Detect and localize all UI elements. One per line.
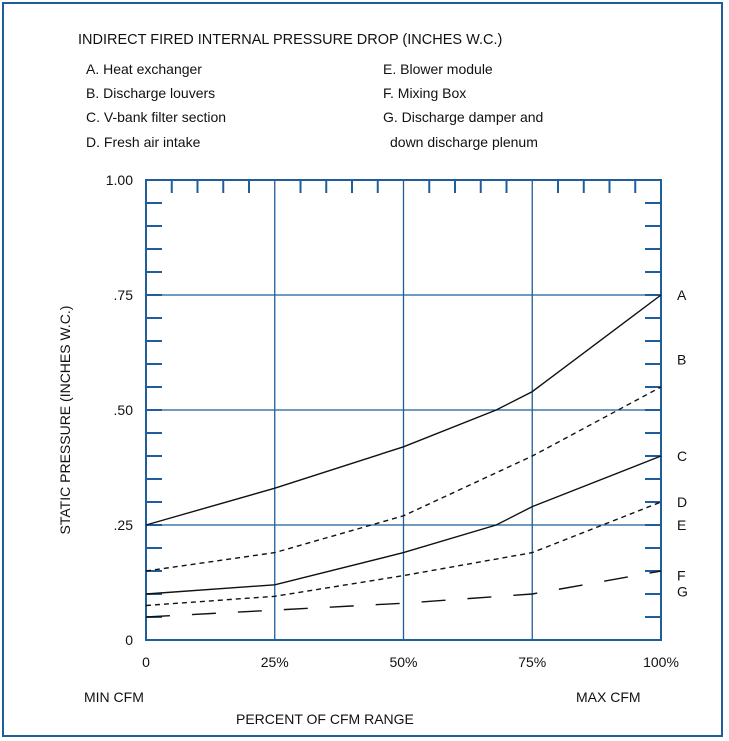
curve-label-c: C	[677, 448, 687, 464]
curve-label-b: B	[677, 351, 686, 367]
curve-g	[145, 570, 662, 618]
legend-item-g: G. Discharge damper and	[383, 109, 544, 125]
curve-label-e: E	[677, 517, 686, 533]
x-tick-label: 50%	[389, 654, 417, 670]
y-tick-label: .75	[114, 287, 134, 303]
legend-item-a: A. Heat exchanger	[86, 61, 202, 77]
curve-b	[145, 386, 662, 572]
legend-item-g-cont: down discharge plenum	[390, 134, 538, 150]
x-tick-label: 25%	[261, 654, 289, 670]
legend-item-e: E. Blower module	[383, 61, 493, 77]
x-tick-label: 75%	[518, 654, 546, 670]
legend-item-f: F. Mixing Box	[383, 85, 467, 101]
chart-title: INDIRECT FIRED INTERNAL PRESSURE DROP (I…	[78, 32, 503, 48]
legend-item-d: D. Fresh air intake	[86, 134, 201, 150]
curve-label-f: F	[677, 568, 686, 584]
x-tick-label: 0	[142, 654, 150, 670]
y-tick-label: 1.00	[106, 172, 133, 188]
curve-c	[145, 455, 662, 595]
x-axis-title: PERCENT OF CFM RANGE	[236, 711, 414, 727]
y-tick-label: .25	[114, 517, 134, 533]
max-cfm-label: MAX CFM	[576, 689, 641, 705]
legend-item-c: C. V-bank filter section	[86, 109, 227, 125]
legend-item-b: B. Discharge louvers	[86, 85, 216, 101]
y-axis-title: STATIC PRESSURE (INCHES W.C.)	[57, 306, 73, 535]
min-cfm-label: MIN CFM	[84, 689, 144, 705]
y-tick-label: 0	[125, 632, 133, 648]
curve-d	[145, 501, 662, 607]
y-tick-label: .50	[114, 402, 134, 418]
curve-label-a: A	[677, 287, 687, 303]
curve-label-g: G	[677, 584, 688, 600]
x-tick-label: 100%	[643, 654, 679, 670]
curve-label-d: D	[677, 494, 687, 510]
curve-a	[145, 294, 662, 526]
